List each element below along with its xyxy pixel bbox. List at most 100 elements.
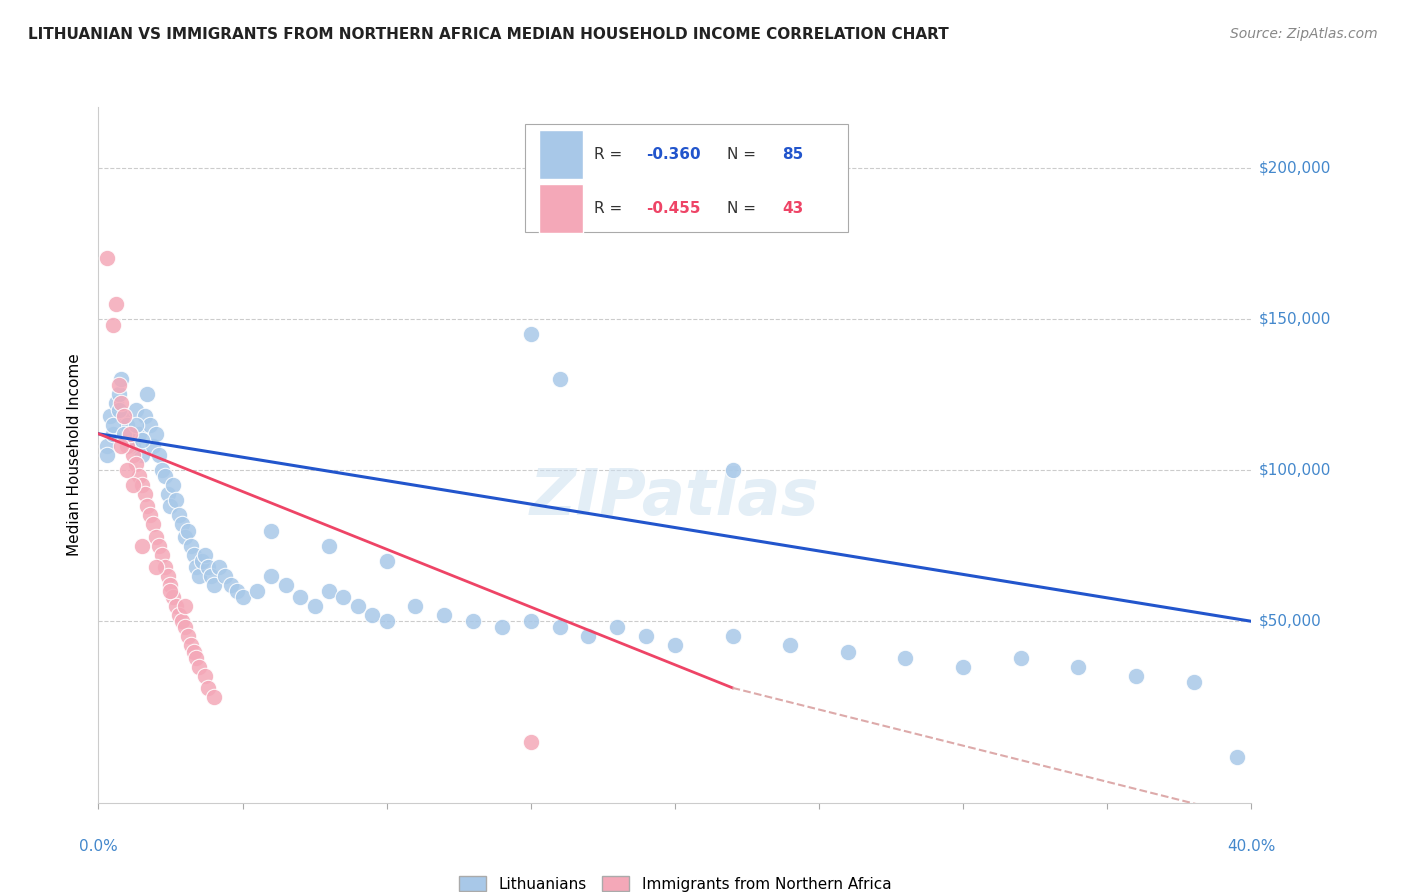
Point xyxy=(375,554,398,568)
Text: $100,000: $100,000 xyxy=(1258,463,1330,477)
Point xyxy=(159,584,181,599)
FancyBboxPatch shape xyxy=(524,124,848,232)
Point xyxy=(491,620,513,634)
Point xyxy=(142,439,165,453)
Point xyxy=(274,578,297,592)
Point xyxy=(433,608,456,623)
Point xyxy=(120,439,142,453)
Point xyxy=(405,599,427,614)
Point xyxy=(156,487,179,501)
Y-axis label: Median Household Income: Median Household Income xyxy=(67,353,83,557)
Point xyxy=(122,439,145,453)
Point xyxy=(159,578,181,592)
Point xyxy=(112,409,135,423)
Point xyxy=(107,378,129,392)
Point xyxy=(150,548,173,562)
Text: 0.0%: 0.0% xyxy=(79,839,118,855)
Text: $150,000: $150,000 xyxy=(1258,311,1330,326)
Point xyxy=(180,539,202,553)
Point xyxy=(304,599,326,614)
Text: 40.0%: 40.0% xyxy=(1227,839,1275,855)
Point xyxy=(1125,669,1147,683)
Point xyxy=(1067,659,1090,673)
Point xyxy=(104,396,127,410)
Point xyxy=(219,578,242,592)
Point xyxy=(318,584,340,599)
Point xyxy=(664,639,686,653)
Point xyxy=(1010,650,1032,665)
Text: R =: R = xyxy=(595,147,627,162)
Text: LITHUANIAN VS IMMIGRANTS FROM NORTHERN AFRICA MEDIAN HOUSEHOLD INCOME CORRELATIO: LITHUANIAN VS IMMIGRANTS FROM NORTHERN A… xyxy=(28,27,949,42)
Point xyxy=(131,448,153,462)
Point xyxy=(194,548,217,562)
Point xyxy=(318,539,340,553)
Point xyxy=(142,517,165,532)
Point xyxy=(153,469,176,483)
Point xyxy=(186,650,208,665)
Point xyxy=(548,620,571,634)
Text: N =: N = xyxy=(727,201,761,216)
Point xyxy=(174,530,197,544)
Point xyxy=(131,478,153,492)
Text: Source: ZipAtlas.com: Source: ZipAtlas.com xyxy=(1230,27,1378,41)
Point xyxy=(145,559,167,574)
Text: -0.360: -0.360 xyxy=(647,147,700,162)
Point xyxy=(120,433,142,447)
Point xyxy=(153,559,176,574)
Point xyxy=(122,448,145,462)
Point xyxy=(1182,674,1205,689)
Point xyxy=(260,524,283,538)
Point xyxy=(167,508,190,523)
Point xyxy=(214,569,236,583)
Point xyxy=(194,669,217,683)
Point xyxy=(165,493,187,508)
Point xyxy=(139,417,162,432)
Point xyxy=(197,681,219,695)
Point xyxy=(837,644,859,658)
Point xyxy=(375,615,398,629)
Point xyxy=(159,500,181,514)
Point xyxy=(186,559,208,574)
Point xyxy=(112,426,135,441)
Point xyxy=(361,608,384,623)
Point xyxy=(202,690,225,704)
Point xyxy=(131,433,153,447)
Point xyxy=(101,318,124,332)
Point xyxy=(779,639,801,653)
Point xyxy=(1226,750,1249,764)
Text: $200,000: $200,000 xyxy=(1258,160,1330,175)
Text: ZIPatlas: ZIPatlas xyxy=(530,466,820,528)
Point xyxy=(96,448,118,462)
Point xyxy=(131,539,153,553)
Point xyxy=(125,417,148,432)
Text: 85: 85 xyxy=(782,147,803,162)
Point xyxy=(98,409,121,423)
Point xyxy=(636,629,658,643)
Text: $50,000: $50,000 xyxy=(1258,614,1322,629)
Point xyxy=(188,569,211,583)
Text: N =: N = xyxy=(727,147,761,162)
Point xyxy=(110,396,132,410)
Point xyxy=(117,439,138,453)
Point xyxy=(136,500,159,514)
Point xyxy=(197,559,219,574)
Point xyxy=(606,620,628,634)
Point xyxy=(231,590,254,604)
Point xyxy=(952,659,974,673)
Point xyxy=(107,402,129,417)
Point xyxy=(128,426,150,441)
Point xyxy=(162,478,184,492)
Point xyxy=(148,448,170,462)
Point xyxy=(721,629,744,643)
Point xyxy=(167,608,190,623)
Point xyxy=(200,569,222,583)
Bar xyxy=(538,130,582,179)
Point xyxy=(548,372,571,386)
Point xyxy=(101,426,124,441)
Point xyxy=(578,629,600,643)
Point xyxy=(110,372,132,386)
Point xyxy=(150,463,173,477)
Point xyxy=(520,615,543,629)
Point xyxy=(202,578,225,592)
Point xyxy=(125,457,148,471)
